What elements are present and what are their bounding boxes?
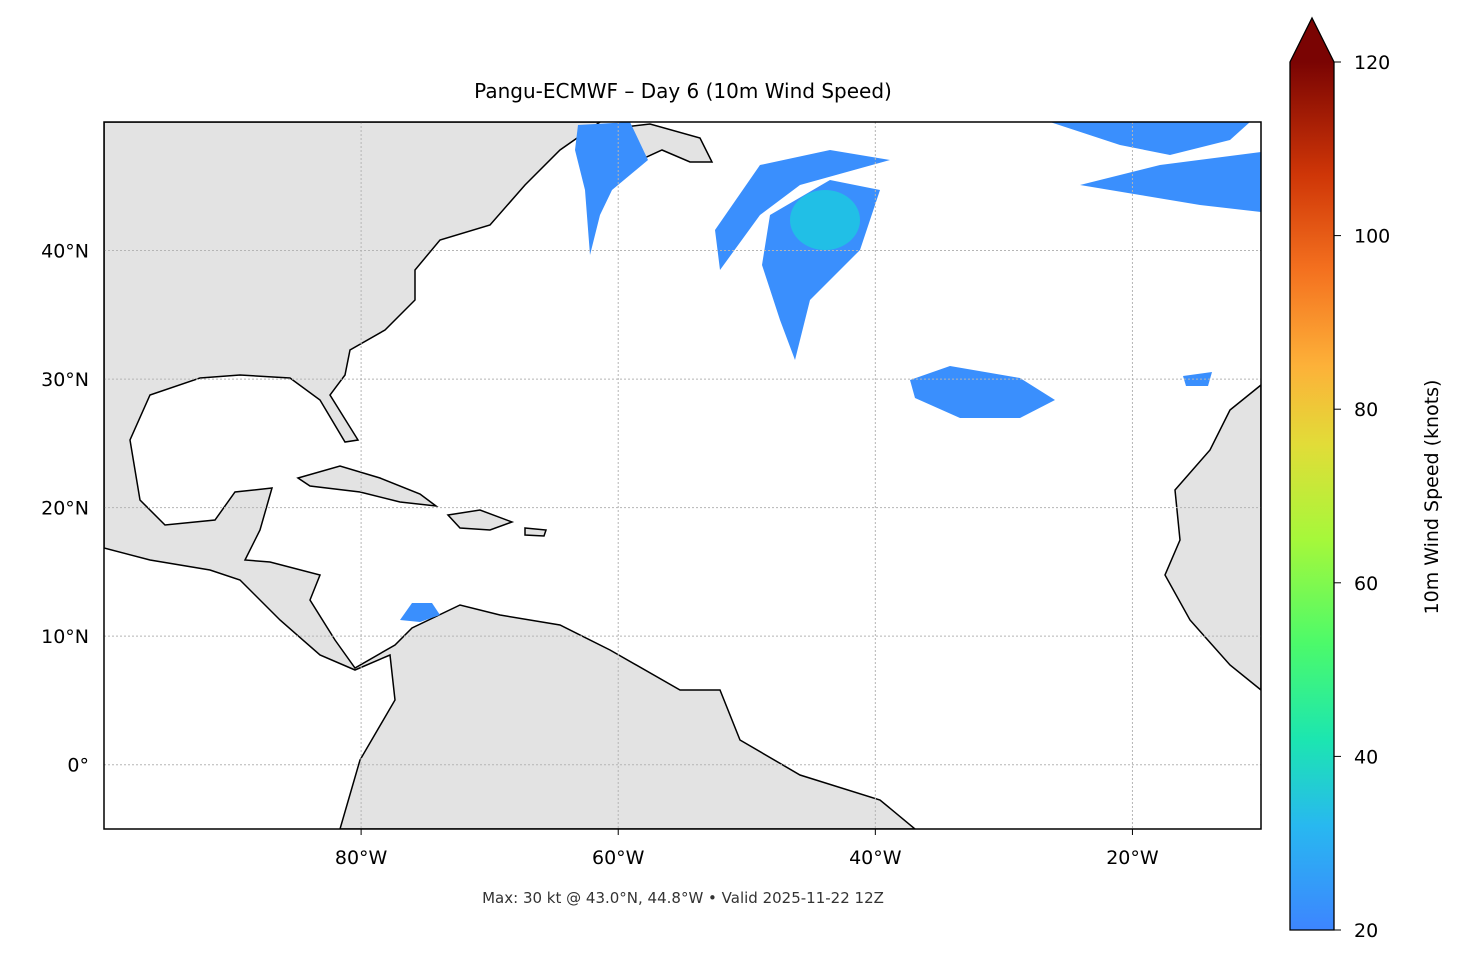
colorbar-label: 10m Wind Speed (knots) [1421,380,1443,615]
wind-area [715,150,890,270]
x-tick-label: 80°W [335,847,388,869]
colorbar-tick-label: 100 [1354,226,1390,248]
land-africa [1164,384,1261,691]
land-cuba [296,465,439,508]
land-americas [104,122,917,829]
wind-core [790,190,860,250]
map-frame [103,121,1262,830]
colorbar-tick-label: 80 [1354,399,1378,421]
x-tick-label: 40°W [849,847,902,869]
y-tick-label: 30°N [41,369,89,391]
colorbar-tick-label: 40 [1354,746,1378,768]
wind-area [910,366,1055,418]
wind-area [400,603,440,622]
colorbar-frame [1289,16,1335,931]
x-tick-label: 20°W [1106,847,1159,869]
map-title: Pangu-ECMWF – Day 6 (10m Wind Speed) [474,79,892,103]
colorbar-extend [1290,18,1334,62]
y-tick-label: 10°N [41,626,89,648]
x-tick-label: 60°W [592,847,645,869]
land-hispaniola [446,509,515,531]
colorbar [1290,62,1334,930]
wind-area [575,122,648,255]
wind-area [1080,152,1261,212]
wind-area [1050,122,1250,155]
land-puerto-rico [524,527,548,537]
y-tick-label: 20°N [41,498,89,520]
colorbar-tick-label: 20 [1354,920,1378,942]
colorbar-tick-label: 60 [1354,573,1378,595]
y-tick-label: 40°N [41,241,89,263]
map-area [104,122,1261,829]
colorbar-tick-label: 120 [1354,52,1390,74]
y-tick-label: 0° [67,755,89,777]
footer-note: Max: 30 kt @ 43.0°N, 44.8°W • Valid 2025… [482,889,884,907]
